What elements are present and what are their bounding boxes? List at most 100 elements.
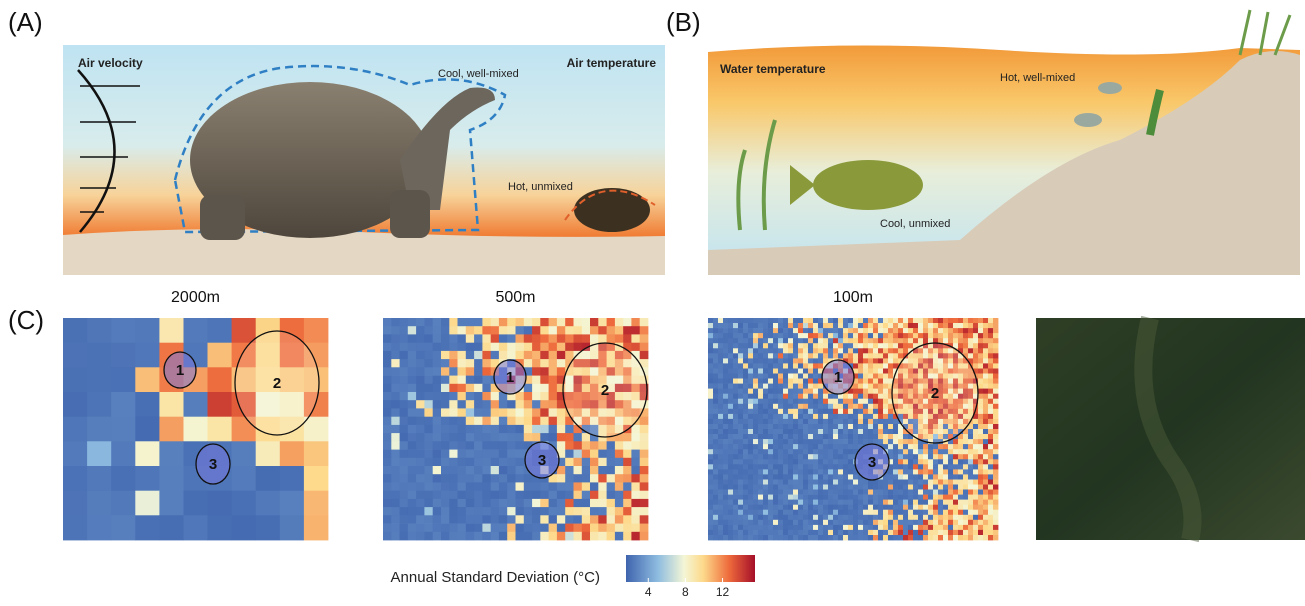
heat-cell bbox=[778, 480, 783, 485]
heat-cell bbox=[738, 485, 743, 490]
heat-cell bbox=[524, 507, 533, 516]
heat-cell bbox=[778, 449, 783, 454]
heat-cell bbox=[803, 535, 808, 540]
heat-cell bbox=[853, 389, 858, 394]
heat-cell bbox=[813, 495, 818, 500]
heat-cell bbox=[868, 374, 873, 379]
heat-cell bbox=[768, 379, 773, 384]
heat-cell bbox=[788, 374, 793, 379]
heat-cell bbox=[838, 464, 843, 469]
heat-cell bbox=[778, 374, 783, 379]
heat-cell bbox=[768, 535, 773, 540]
heat-cell bbox=[878, 500, 883, 505]
heat-cell bbox=[713, 439, 718, 444]
heat-cell bbox=[988, 379, 993, 384]
heat-cell bbox=[948, 444, 953, 449]
heat-cell bbox=[256, 515, 281, 540]
heat-cell bbox=[878, 409, 883, 414]
heat-cell bbox=[808, 505, 813, 510]
heat-cell bbox=[838, 520, 843, 525]
heat-cell bbox=[743, 520, 748, 525]
heat-cell bbox=[993, 485, 998, 490]
heat-cell bbox=[391, 466, 400, 475]
heat-cell bbox=[159, 515, 184, 540]
heat-cell bbox=[743, 384, 748, 389]
heat-cell bbox=[532, 343, 541, 352]
heat-cell bbox=[823, 510, 828, 515]
heat-cell bbox=[748, 500, 753, 505]
heat-cell bbox=[640, 474, 649, 483]
heat-cell bbox=[383, 441, 392, 450]
heat-cell bbox=[973, 434, 978, 439]
heat-cell bbox=[763, 414, 768, 419]
heat-cell bbox=[773, 500, 778, 505]
heat-cell bbox=[783, 439, 788, 444]
heat-cell bbox=[793, 328, 798, 333]
heat-cell bbox=[728, 323, 733, 328]
panel-label: (A) bbox=[8, 7, 43, 37]
heat-cell bbox=[783, 348, 788, 353]
heat-cell bbox=[728, 480, 733, 485]
heat-cell bbox=[883, 333, 888, 338]
heat-cell bbox=[565, 326, 574, 335]
heat-cell bbox=[813, 384, 818, 389]
heat-cell bbox=[768, 439, 773, 444]
heat-cell bbox=[788, 500, 793, 505]
heat-cell bbox=[788, 318, 793, 323]
heat-cell bbox=[449, 351, 458, 360]
heat-cell bbox=[818, 384, 823, 389]
heat-cell bbox=[803, 429, 808, 434]
heat-cell bbox=[433, 343, 442, 352]
heat-cell bbox=[87, 318, 112, 343]
heat-cell bbox=[723, 444, 728, 449]
heat-cell bbox=[708, 394, 713, 399]
heat-cell bbox=[803, 379, 808, 384]
heat-cell bbox=[913, 449, 918, 454]
heat-cell bbox=[441, 408, 450, 417]
heat-cell bbox=[441, 367, 450, 376]
heat-cell bbox=[973, 505, 978, 510]
heat-cell bbox=[838, 348, 843, 353]
heat-cell bbox=[853, 338, 858, 343]
heat-cell bbox=[728, 515, 733, 520]
heat-cell bbox=[953, 495, 958, 500]
heat-cell bbox=[928, 495, 933, 500]
heat-cell bbox=[708, 424, 713, 429]
heat-cell bbox=[733, 535, 738, 540]
heat-cell bbox=[748, 495, 753, 500]
heat-cell bbox=[753, 525, 758, 530]
heat-cell bbox=[598, 515, 607, 524]
heat-cell bbox=[590, 441, 599, 450]
heat-cell bbox=[713, 348, 718, 353]
heat-cell bbox=[878, 348, 883, 353]
heat-cell bbox=[549, 417, 558, 426]
heat-cell bbox=[983, 348, 988, 353]
heat-cell bbox=[948, 328, 953, 333]
heat-cell bbox=[943, 500, 948, 505]
heat-cell bbox=[433, 507, 442, 516]
heat-cell bbox=[718, 389, 723, 394]
heat-cell bbox=[383, 318, 392, 327]
heat-cell bbox=[748, 318, 753, 323]
heat-cell bbox=[738, 525, 743, 530]
heat-cell bbox=[743, 409, 748, 414]
heat-cell bbox=[838, 495, 843, 500]
heat-cell bbox=[848, 464, 853, 469]
heat-cell bbox=[878, 429, 883, 434]
heat-cell bbox=[818, 530, 823, 535]
heat-cell bbox=[753, 459, 758, 464]
heat-cell bbox=[833, 333, 838, 338]
heat-cell bbox=[993, 515, 998, 520]
heat-cell bbox=[988, 480, 993, 485]
heat-cell bbox=[733, 374, 738, 379]
heat-cell bbox=[433, 499, 442, 508]
heat-cell bbox=[848, 505, 853, 510]
heat-cell bbox=[933, 535, 938, 540]
heat-cell bbox=[748, 389, 753, 394]
heat-cell bbox=[823, 525, 828, 530]
heat-cell bbox=[466, 334, 475, 343]
heat-cell bbox=[590, 458, 599, 467]
heat-cell bbox=[723, 530, 728, 535]
heat-cell bbox=[458, 433, 467, 442]
heat-cell bbox=[623, 507, 632, 516]
